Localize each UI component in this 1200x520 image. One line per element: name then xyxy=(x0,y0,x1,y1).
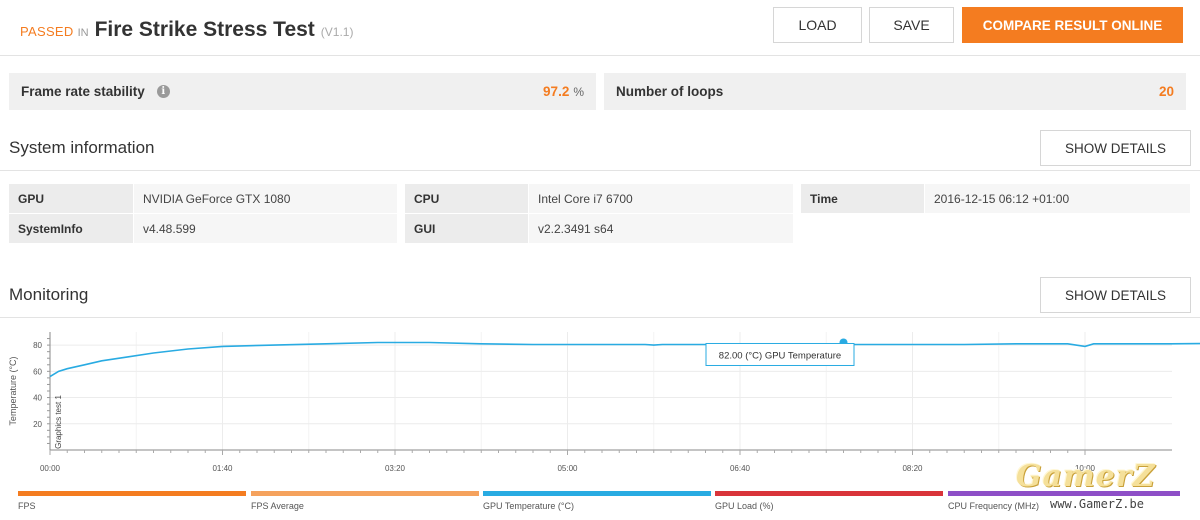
sys-value-cpu: Intel Core i7 6700 xyxy=(529,184,793,213)
tooltip-box xyxy=(705,342,855,366)
legend-color-bar xyxy=(251,491,479,496)
legend-item[interactable]: GPU Temperature (°C) xyxy=(483,491,711,515)
monitoring-show-details-button[interactable]: SHOW DETAILS xyxy=(1040,277,1191,313)
frame-rate-stability-unit: % xyxy=(573,84,584,99)
sys-key-systeminfo: SystemInfo xyxy=(9,214,133,243)
sys-key-cpu: CPU xyxy=(405,184,528,213)
section-divider xyxy=(0,170,1200,171)
chart-axes: 20 40 60 80 00:00 01:40 03:20 05:00 06:40 08:20 10… xyxy=(8,332,1172,473)
sys-value-gui: v2.2.3491 s64 xyxy=(529,214,793,243)
y-tick-label: 20 xyxy=(33,420,42,429)
x-tick-label: 10:00 xyxy=(1075,464,1096,473)
result-header: PASSED IN Fire Strike Stress Test (V1.1)… xyxy=(0,0,1200,56)
sys-value-time: 2016-12-15 06:12 +01:00 xyxy=(925,184,1190,213)
legend-label: FPS Average xyxy=(251,501,304,511)
x-tick-label: 05:00 xyxy=(557,464,578,473)
y-tick-label: 40 xyxy=(33,394,42,403)
frame-rate-stability-value: 97.2 xyxy=(543,84,570,99)
number-of-loops-value: 20 xyxy=(1158,84,1174,99)
legend-color-bar xyxy=(18,491,246,496)
legend-item[interactable]: FPS xyxy=(18,491,246,515)
legend-label: GPU Load (%) xyxy=(715,501,774,511)
x-tick-label: 03:20 xyxy=(385,464,406,473)
monitoring-chart[interactable]: 20 40 60 80 00:00 01:40 03:20 05:00 06:40 08:20 10… xyxy=(0,320,1200,490)
compare-result-online-button[interactable]: COMPARE RESULT ONLINE xyxy=(962,7,1183,43)
watermark: GamerZ www.GamerZ.be xyxy=(1010,455,1200,520)
number-of-loops-box: Number of loops 20 xyxy=(604,73,1186,110)
legend-item[interactable]: CPU Frequency (MHz) xyxy=(948,491,1180,515)
number-of-loops-label: Number of loops xyxy=(616,84,724,99)
y-tick-label: 80 xyxy=(33,341,42,350)
sys-key-gpu: GPU xyxy=(9,184,133,213)
legend-item[interactable]: FPS Average xyxy=(251,491,479,515)
chart-tooltip: 82.00 (°C) GPU Temperature xyxy=(705,338,855,366)
status-in: IN xyxy=(77,27,89,39)
result-title: PASSED IN Fire Strike Stress Test (V1.1) xyxy=(20,18,353,42)
graphics-test-marker-label: Graphics test 1 xyxy=(54,395,63,449)
legend-color-bar xyxy=(483,491,711,496)
status-badge: PASSED xyxy=(20,24,74,39)
sys-value-systeminfo: v4.48.599 xyxy=(134,214,397,243)
load-button[interactable]: LOAD xyxy=(773,7,862,43)
sys-key-time: Time xyxy=(801,184,924,213)
info-icon[interactable]: i xyxy=(156,85,170,98)
test-name: Fire Strike Stress Test xyxy=(94,18,315,41)
system-information-title: System information xyxy=(9,138,155,157)
legend-label: CPU Frequency (MHz) xyxy=(948,501,1040,511)
x-tick-label: 01:40 xyxy=(212,464,233,473)
y-axis-label: Temperature (°C) xyxy=(8,356,18,425)
sys-value-gpu: NVIDIA GeForce GTX 1080 xyxy=(134,184,397,213)
tooltip-text: 82.00 (°C) GPU Temperature xyxy=(719,350,841,361)
legend-color-bar xyxy=(715,491,943,496)
x-tick-label: 06:40 xyxy=(730,464,751,473)
sys-key-gui: GUI xyxy=(405,214,528,243)
monitoring-title: Monitoring xyxy=(9,285,89,304)
system-show-details-button[interactable]: SHOW DETAILS xyxy=(1040,130,1191,166)
legend-label: GPU Temperature (°C) xyxy=(483,501,574,511)
frame-rate-stability-label: Frame rate stability xyxy=(21,84,145,99)
test-version: (V1.1) xyxy=(320,25,354,39)
legend-label: FPS xyxy=(18,501,36,511)
save-button[interactable]: SAVE xyxy=(869,7,954,43)
legend-color-bar xyxy=(948,491,1180,496)
y-tick-label: 60 xyxy=(33,367,42,376)
legend-item[interactable]: GPU Load (%) xyxy=(715,491,943,515)
section-divider xyxy=(0,317,1200,318)
watermark-logo: GamerZ xyxy=(1016,459,1156,494)
frame-rate-stability-box: Frame rate stability i 97.2 % xyxy=(9,73,596,110)
watermark-url: www.GamerZ.be xyxy=(1050,497,1144,511)
chart-grid xyxy=(49,332,1172,450)
x-tick-label: 00:00 xyxy=(40,464,61,473)
x-tick-label: 08:20 xyxy=(902,464,923,473)
